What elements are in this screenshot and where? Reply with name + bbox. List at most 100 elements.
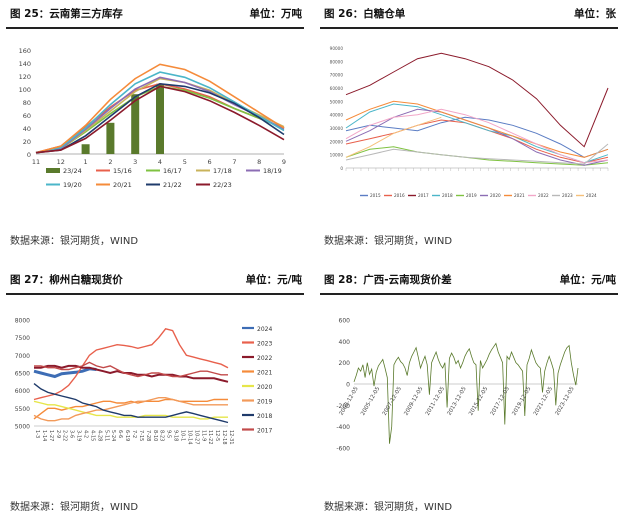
- chart-title: 图 27：柳州白糖现货价: [10, 274, 123, 286]
- x-tick-label: 2009-12-05: [403, 386, 424, 417]
- y-tick-label: 160: [19, 47, 31, 55]
- x-tick-label: 1: [84, 158, 88, 166]
- y-tick-label: 0: [27, 151, 31, 159]
- x-tick-label: 2017-12-05: [490, 386, 511, 417]
- bar-23/24: [156, 83, 164, 154]
- y-tick-label: 8000: [15, 318, 30, 325]
- x-tick-label: 2003-12-05: [339, 386, 360, 417]
- series-line-2023: [33, 328, 229, 401]
- legend-label: 19/20: [63, 181, 82, 189]
- series-line-2020: [345, 108, 609, 166]
- x-tick-label: 6: [208, 158, 212, 166]
- x-tick-label: 4-2: [83, 430, 89, 438]
- chart-unit: 单位：元/吨: [245, 274, 302, 286]
- y-tick-label: -200: [336, 403, 350, 410]
- y-tick-label: 80000: [330, 59, 344, 64]
- series-line-22/23: [35, 85, 285, 154]
- x-tick-label: 8: [257, 158, 261, 166]
- x-tick-label: 2: [108, 158, 112, 166]
- price-spread-chart: -600 -400 -200 0 200 400 600 2003-12-05 2005-12-…: [336, 318, 579, 453]
- legend-label: 16/17: [163, 167, 182, 175]
- legend-label: 2024: [257, 326, 272, 333]
- x-tick-label: 7-2: [131, 430, 137, 438]
- x-tick-label: 9-5: [166, 430, 172, 438]
- legend-label: 2022: [257, 355, 272, 362]
- x-tick-label: 4-15: [89, 430, 95, 441]
- x-tick-label: 12: [57, 158, 65, 166]
- y-tick-label: 40000: [330, 113, 344, 118]
- x-tick-label: 3: [133, 158, 137, 166]
- y-tick-label: 100: [19, 86, 31, 94]
- y-tick-label: 6000: [15, 388, 30, 395]
- x-tick-label: 7-28: [145, 430, 151, 441]
- legend-label: 2021: [514, 193, 525, 198]
- legend-label: 2019: [257, 399, 272, 406]
- panel-sugar-warehouse-receipts: 图 26：白糖仓单 单位：张 0 10000 20000 30000 40000 5000…: [320, 6, 618, 247]
- title-divider: [320, 293, 618, 295]
- series-line-2018: [33, 383, 229, 424]
- x-tick-label: 2021-12-05: [533, 386, 554, 417]
- x-tick-label: 11-9: [200, 430, 206, 441]
- y-tick-label: 10000: [330, 153, 344, 158]
- x-tick-label: 8-23: [159, 430, 165, 441]
- chart-title: 图 25：云南第三方库存: [10, 8, 123, 20]
- legend-label: 2022: [538, 193, 549, 198]
- x-tick-label: 2019-12-05: [511, 386, 532, 417]
- y-tick-label: 600: [339, 318, 351, 325]
- series-line-2019: [33, 397, 228, 422]
- bar-23/24: [131, 94, 140, 154]
- y-tick-label: 5000: [15, 424, 30, 431]
- y-tick-label: 7000: [15, 353, 30, 360]
- y-tick-label: -400: [336, 424, 350, 431]
- y-tick-label: 5500: [15, 406, 30, 413]
- y-tick-label: 0: [346, 382, 350, 389]
- legend-label: 2018: [442, 193, 453, 198]
- y-tick-label: 60000: [330, 86, 344, 91]
- x-tick-label: 12-18: [221, 430, 227, 445]
- x-tick-label: 8-10: [152, 430, 158, 441]
- legend-label: 2020: [257, 384, 272, 391]
- series-line-2024: [345, 116, 442, 158]
- y-tick-label: -600: [336, 446, 350, 453]
- x-tick-label: 3-19: [76, 430, 82, 441]
- title-divider: [320, 27, 618, 29]
- legend-label: 18/19: [263, 167, 282, 175]
- legend-label: 15/16: [113, 167, 132, 175]
- y-tick-label: 6500: [15, 371, 30, 378]
- series-line-2022: [34, 364, 229, 383]
- x-tick-label: 5-11: [103, 430, 109, 441]
- x-tick-label: 7-15: [138, 430, 144, 441]
- panel-guangxi-yunnan-spread: 图 28：广西-云南现货价差 单位：元/吨 -600 -400 -200 0 200 40…: [320, 272, 618, 513]
- legend-label: 23/24: [63, 167, 82, 175]
- series-line-2020: [33, 400, 228, 420]
- series-line-2019: [345, 146, 609, 166]
- data-source: 数据来源：银河期货，WIND: [10, 502, 139, 513]
- legend-label: 2016: [394, 193, 405, 198]
- x-tick-label: 6-6: [117, 430, 123, 438]
- title-divider: [6, 27, 304, 29]
- x-tick-label: 4: [158, 158, 162, 166]
- legend-label: 2020: [490, 193, 501, 198]
- legend-label: 2024: [586, 193, 597, 198]
- x-tick-label: 10-27: [193, 430, 199, 445]
- series-line-2021: [345, 100, 609, 158]
- y-tick-label: 80: [23, 99, 31, 107]
- y-tick-label: 50000: [330, 99, 344, 104]
- series-line-21/22: [35, 82, 285, 154]
- y-tick-label: 120: [19, 73, 31, 81]
- legend-label: 2017: [257, 428, 272, 435]
- warehouse-receipt-chart: 0 10000 20000 30000 40000 50000 60000 70000 8000…: [330, 46, 609, 198]
- x-tick-label: 9-18: [173, 430, 179, 441]
- chart-title: 图 28：广西-云南现货价差: [324, 274, 452, 286]
- series-line-spread: [353, 342, 579, 444]
- legend-label: 2021: [257, 370, 272, 377]
- x-tick-label: 2-9: [55, 430, 61, 438]
- x-tick-label: 7: [232, 158, 236, 166]
- x-tick-label: 9: [282, 158, 286, 166]
- series-line-19/20: [35, 71, 285, 154]
- y-tick-label: 20: [23, 138, 31, 146]
- x-tick-label: 11-22: [207, 430, 213, 445]
- legend-label: 2018: [257, 413, 272, 420]
- y-tick-label: 60: [23, 112, 31, 120]
